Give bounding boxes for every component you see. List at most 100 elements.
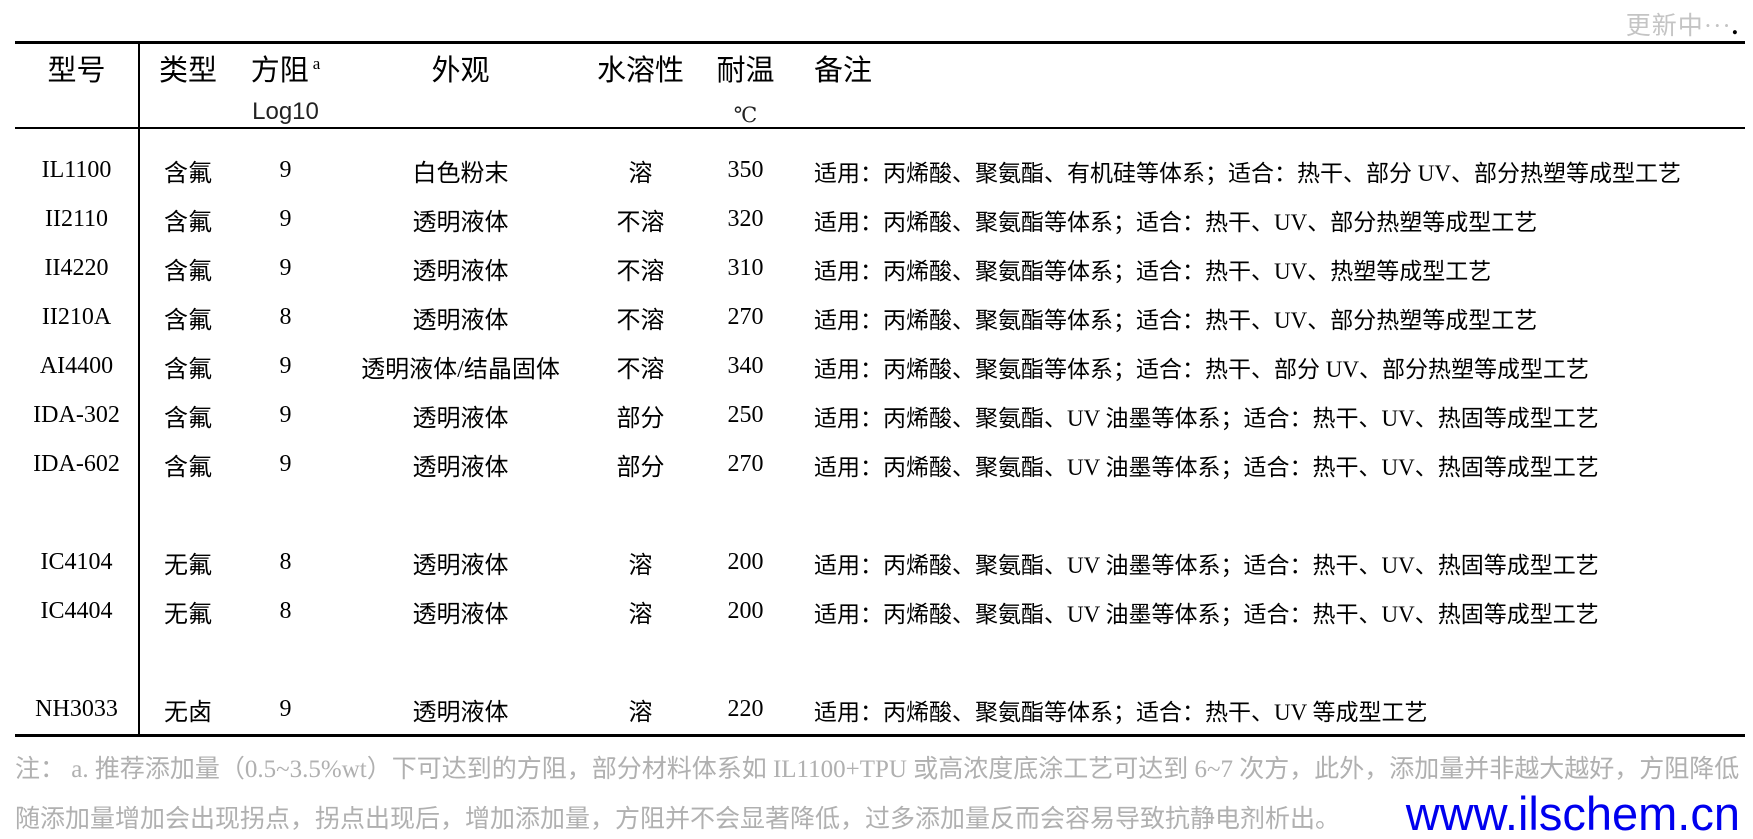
solubility-cell: 溶 <box>628 700 653 726</box>
header-model-label: 型号 <box>47 55 106 87</box>
type-cell: 无氟 <box>164 553 212 579</box>
solubility-cell: 不溶 <box>616 210 665 236</box>
resistance-cell: 9 <box>279 255 292 281</box>
resistance-cell: 9 <box>279 451 292 477</box>
status-text: 更新中··· <box>1625 13 1732 40</box>
table-spacer-row <box>15 636 1745 685</box>
temp-cell: 250 <box>727 402 764 428</box>
resistance-cell: 8 <box>279 304 292 330</box>
table-row: NH3033 无卤 9 透明液体 溶 220 适用：丙烯酸、聚氨酯等体系；适合：热干、UV … <box>15 685 1745 734</box>
resistance-cell: 9 <box>279 696 292 722</box>
type-cell: 含氟 <box>164 161 212 187</box>
type-cell <box>138 489 238 538</box>
type-cell: 含氟 <box>164 357 212 383</box>
remark-cell: 适用：丙烯酸、聚氨酯、UV 油墨等体系；适合：热干、UV、热固等成型工艺 <box>814 454 1599 480</box>
table-row: II2110 含氟 9 透明液体 不溶 320 适用：丙烯酸、聚氨酯等体系；适合：热干、UV… <box>15 195 1745 244</box>
resistance-cell: 9 <box>279 206 292 232</box>
header-remarks-label: 备注 <box>814 55 873 87</box>
temp-cell: 350 <box>727 157 764 183</box>
temp-cell: 320 <box>727 206 764 232</box>
solubility-cell: 部分 <box>616 455 665 481</box>
table-row: IDA-602 含氟 9 透明液体 部分 270 适用：丙烯酸、聚氨酯、UV 油墨等体系；适… <box>15 440 1745 489</box>
remark-cell: 适用：丙烯酸、聚氨酯等体系；适合：热干、UV、部分热塑等成型工艺 <box>814 307 1538 333</box>
table-row: II210A 含氟 8 透明液体 不溶 270 适用：丙烯酸、聚氨酯等体系；适合：热干、UV… <box>15 293 1745 342</box>
remark-cell: 适用：丙烯酸、聚氨酯、UV 油墨等体系；适合：热干、UV、热固等成型工艺 <box>814 552 1599 578</box>
type-cell: 含氟 <box>164 308 212 334</box>
solubility-cell <box>588 636 693 685</box>
header-resistance-label: 方阻 a <box>250 54 321 87</box>
remark-cell: 适用：丙烯酸、聚氨酯、UV 油墨等体系；适合：热干、UV、热固等成型工艺 <box>814 601 1599 627</box>
table-row: IL1100 含氟 9 白色粉末 溶 350 适用：丙烯酸、聚氨酯、有机硅等体系；适合：热干… <box>15 146 1745 195</box>
resistance-cell <box>238 636 333 685</box>
header-type: 类型 <box>138 54 238 132</box>
type-cell: 无卤 <box>164 700 212 726</box>
temp-cell: 340 <box>727 353 764 379</box>
column-divider <box>138 44 140 734</box>
header-solubility-label: 水溶性 <box>596 55 684 87</box>
solubility-cell: 溶 <box>628 553 653 579</box>
appearance-cell: 白色粉末 <box>412 161 509 187</box>
remark-cell: 适用：丙烯酸、聚氨酯、有机硅等体系；适合：热干、部分 UV、部分热塑等成型工艺 <box>814 160 1681 186</box>
product-spec-table: 型号 类型 方阻 a Log10 外观 水溶性 耐温 ℃ 备注 IL11 <box>15 41 1745 737</box>
type-cell: 含氟 <box>164 406 212 432</box>
header-temp-unit: ℃ <box>733 103 758 127</box>
temp-cell: 310 <box>727 255 764 281</box>
footnote-text: 注： a. 推荐添加量（0.5~3.5%wt）下可达到的方阻，部分材料体系如 I… <box>15 756 1740 833</box>
type-cell: 含氟 <box>164 259 212 285</box>
appearance-cell: 透明液体 <box>412 406 509 432</box>
table-row: IC4104 无氟 8 透明液体 溶 200 适用：丙烯酸、聚氨酯、UV 油墨等体系；适合：… <box>15 538 1745 587</box>
header-remarks: 备注 <box>798 54 1745 132</box>
watermark-link[interactable]: www.ilschem.cn <box>1405 787 1740 839</box>
solubility-cell: 不溶 <box>616 308 665 334</box>
temp-cell <box>693 636 798 685</box>
model-cell <box>15 489 138 538</box>
model-cell: IL1100 <box>41 157 112 183</box>
header-temp-label: 耐温 <box>716 55 775 87</box>
header-type-label: 类型 <box>158 55 217 87</box>
appearance-cell: 透明液体 <box>412 308 509 334</box>
temp-cell: 270 <box>727 451 764 477</box>
model-cell <box>15 636 138 685</box>
table-row: II4220 含氟 9 透明液体 不溶 310 适用：丙烯酸、聚氨酯等体系；适合：热干、UV… <box>15 244 1745 293</box>
model-cell: NH3033 <box>35 696 118 722</box>
remark-cell: 适用：丙烯酸、聚氨酯等体系；适合：热干、部分 UV、部分热塑等成型工艺 <box>814 356 1589 382</box>
remark-cell: 适用：丙烯酸、聚氨酯、UV 油墨等体系；适合：热干、UV、热固等成型工艺 <box>814 405 1599 431</box>
header-resistance-unit: Log10 <box>252 98 319 125</box>
header-solubility: 水溶性 <box>588 54 693 132</box>
remark-cell <box>798 489 1745 538</box>
model-cell: II2110 <box>44 206 109 232</box>
solubility-cell <box>588 489 693 538</box>
temp-cell: 200 <box>727 598 764 624</box>
resistance-cell: 8 <box>279 598 292 624</box>
type-cell: 含氟 <box>164 455 212 481</box>
model-cell: IDA-602 <box>33 451 120 477</box>
type-cell: 含氟 <box>164 210 212 236</box>
model-cell: IC4404 <box>40 598 113 624</box>
header-appearance: 外观 <box>333 54 588 132</box>
appearance-cell: 透明液体 <box>412 602 509 628</box>
type-cell: 无氟 <box>164 602 212 628</box>
header-resistance: 方阻 a Log10 <box>238 54 333 132</box>
appearance-cell: 透明液体/结晶固体 <box>361 357 560 383</box>
remark-cell: 适用：丙烯酸、聚氨酯等体系；适合：热干、UV 等成型工艺 <box>814 699 1428 725</box>
table-row: IDA-302 含氟 9 透明液体 部分 250 适用：丙烯酸、聚氨酯、UV 油墨等体系；适… <box>15 391 1745 440</box>
appearance-cell <box>333 636 588 685</box>
header-appearance-label: 外观 <box>431 55 490 87</box>
solubility-cell: 溶 <box>628 161 653 187</box>
table-row: IC4404 无氟 8 透明液体 溶 200 适用：丙烯酸、聚氨酯、UV 油墨等体系；适合：… <box>15 587 1745 636</box>
resistance-cell <box>238 489 333 538</box>
status-dot: . <box>1731 13 1739 40</box>
model-cell: AI4400 <box>39 353 114 379</box>
remark-cell <box>798 636 1745 685</box>
model-cell: IC4104 <box>40 549 113 575</box>
type-cell <box>138 636 238 685</box>
header-temp: 耐温 ℃ <box>693 54 798 132</box>
solubility-cell: 不溶 <box>616 357 665 383</box>
resistance-cell: 8 <box>279 549 292 575</box>
footnote-marker-a: a <box>312 54 321 74</box>
temp-cell: 220 <box>727 696 764 722</box>
remark-cell: 适用：丙烯酸、聚氨酯等体系；适合：热干、UV、部分热塑等成型工艺 <box>814 209 1538 235</box>
appearance-cell: 透明液体 <box>412 210 509 236</box>
appearance-cell: 透明液体 <box>412 259 509 285</box>
